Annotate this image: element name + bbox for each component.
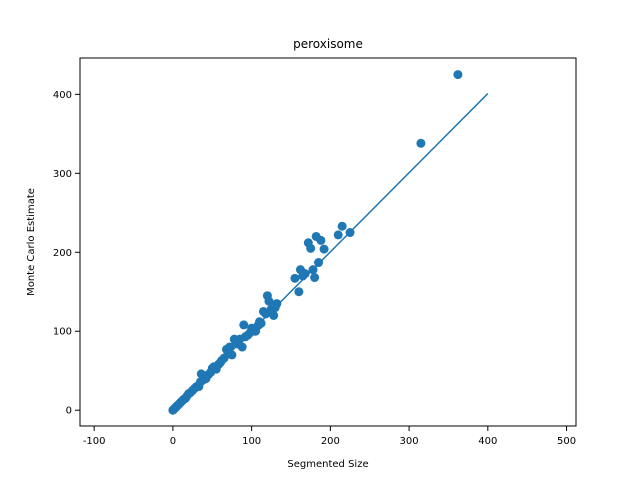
scatter-point — [316, 235, 326, 245]
scatter-point — [453, 70, 463, 80]
y-tick-label: 200 — [53, 248, 72, 259]
scatter-point — [319, 244, 329, 254]
plot-layer — [168, 70, 489, 415]
x-tick-label: 100 — [242, 436, 261, 447]
scatter-point — [237, 342, 247, 352]
scatter-point — [264, 296, 274, 306]
y-axis-label: Monte Carlo Estimate — [26, 188, 37, 296]
scatter-point — [416, 138, 426, 148]
y-tick-label: 300 — [53, 169, 72, 180]
x-tick-label: -100 — [83, 436, 106, 447]
scatter-point — [310, 273, 320, 283]
scatter-point — [239, 320, 249, 330]
scatter-point — [225, 342, 235, 352]
scatter-point — [290, 273, 300, 283]
y-tick-label: 400 — [53, 90, 72, 101]
x-tick-label: 300 — [400, 436, 419, 447]
scatter-point — [314, 258, 324, 268]
plot-area — [80, 58, 576, 426]
tick-layer: -100 0 100 200 300 400 500 0 100 200 300 400 — [53, 90, 576, 447]
scatter-point — [306, 243, 316, 253]
scatter-point — [337, 221, 347, 231]
x-tick-label: 500 — [557, 436, 576, 447]
scatter-point — [269, 310, 279, 320]
x-axis-label: Segmented Size — [287, 459, 368, 470]
y-tick-label: 100 — [53, 327, 72, 338]
scatter-point — [294, 287, 304, 297]
x-tick-label: 200 — [321, 436, 340, 447]
scatter-point — [272, 299, 282, 309]
axes-frame — [79, 57, 577, 427]
scatter-point — [333, 230, 343, 240]
y-tick-label: 0 — [66, 406, 72, 417]
fit-line — [172, 93, 489, 411]
x-tick-label: 400 — [478, 436, 497, 447]
chart-title: peroxisome — [293, 37, 363, 51]
scatter-point — [256, 318, 266, 328]
x-tick-label: 0 — [170, 436, 176, 447]
